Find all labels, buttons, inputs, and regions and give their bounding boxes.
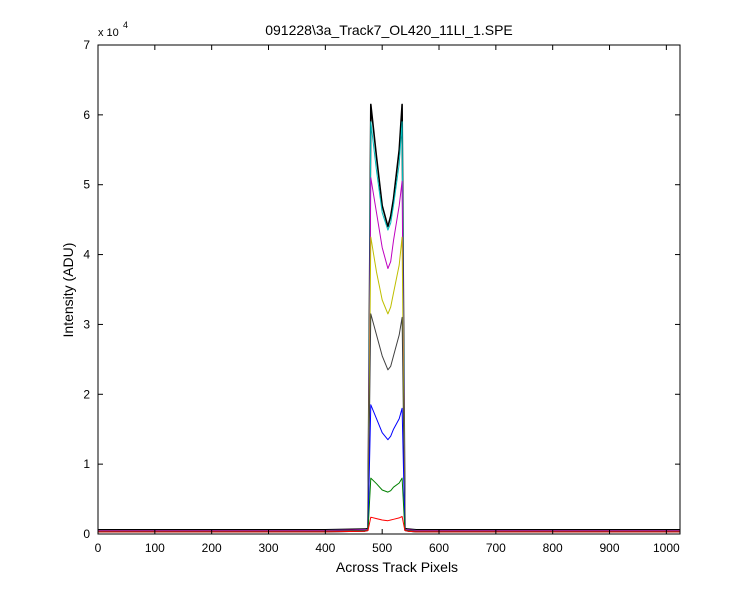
chart-title: 091228\3a_Track7_OL420_11LI_1.SPE [265,22,513,38]
x-tick-label: 300 [258,541,278,555]
series-layer [98,103,680,533]
y-exponent-power: 4 [123,20,128,30]
y-tick-label: 5 [83,178,90,192]
y-tick-label: 2 [83,387,90,401]
x-tick-label: 900 [600,541,620,555]
series-line-gray [98,313,680,532]
series-line-red [98,516,680,533]
x-tick-label: 100 [145,541,165,555]
x-tick-label: 500 [372,541,392,555]
y-tick-label: 4 [83,248,90,262]
y-exponent-label: x 10 [98,27,119,39]
series-line-black [98,103,680,531]
x-tick-label: 800 [543,541,563,555]
x-tick-label: 700 [486,541,506,555]
x-tick-label: 0 [95,541,102,555]
series-line-magenta [98,177,680,531]
x-ticks: 0 100 200 300 400 500 600 700 800 900 1000 [95,45,680,555]
x-tick-label: 400 [315,541,335,555]
y-ticks: 0 1 2 3 4 5 6 7 [83,38,680,541]
x-tick-label: 1000 [653,541,680,555]
y-tick-label: 7 [83,38,90,52]
x-tick-label: 200 [202,541,222,555]
y-axis-label: Intensity (ADU) [60,243,76,338]
plot-area [98,45,680,534]
y-tick-label: 3 [83,317,90,331]
axes-box [97,44,681,535]
y-tick-label: 1 [83,457,90,471]
x-axis-label: Across Track Pixels [336,559,458,575]
y-tick-label: 0 [83,527,90,541]
x-tick-label: 600 [429,541,449,555]
y-tick-label: 6 [83,108,90,122]
